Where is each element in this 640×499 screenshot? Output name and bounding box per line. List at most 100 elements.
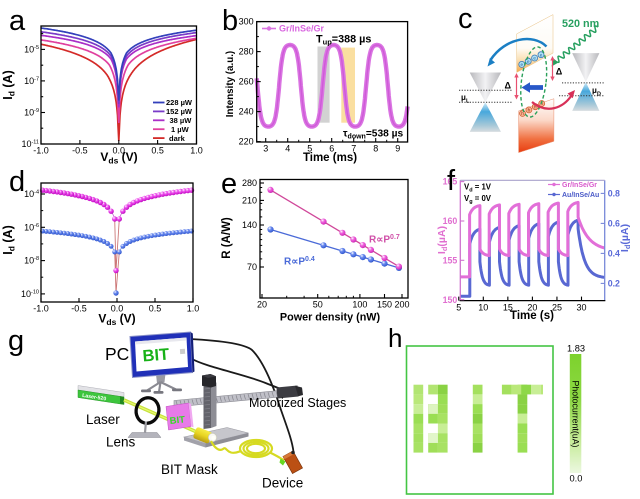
svg-text:d: d (9, 166, 25, 198)
svg-text:152 µW: 152 µW (166, 107, 193, 116)
svg-text:300: 300 (239, 17, 254, 27)
svg-text:BIT: BIT (142, 345, 170, 365)
svg-text:4: 4 (285, 144, 290, 154)
svg-text:520 nm: 520 nm (562, 18, 599, 30)
svg-text:155: 155 (443, 255, 458, 265)
svg-text:0.0: 0.0 (570, 474, 583, 484)
svg-text:70: 70 (247, 262, 257, 272)
svg-text:200: 200 (394, 300, 409, 310)
svg-text:100: 100 (352, 300, 367, 310)
svg-text:0.8: 0.8 (608, 189, 620, 199)
svg-text:165: 165 (443, 177, 458, 187)
svg-text:0.2: 0.2 (608, 279, 620, 289)
svg-text:140: 140 (242, 220, 257, 230)
svg-text:1.0: 1.0 (187, 304, 200, 314)
svg-text:1.83: 1.83 (567, 344, 585, 354)
svg-text:7: 7 (351, 144, 356, 154)
svg-text:h: h (534, 104, 537, 109)
svg-text:Laser-520: Laser-520 (82, 393, 107, 403)
svg-text:150: 150 (443, 295, 458, 305)
svg-text:0.0: 0.0 (113, 146, 126, 156)
svg-text:38 µW: 38 µW (170, 116, 193, 125)
svg-text:1 µW: 1 µW (171, 125, 190, 134)
svg-text:Δ: Δ (556, 67, 563, 77)
svg-text:μ: μ (461, 93, 466, 102)
svg-text:L: L (466, 99, 470, 105)
svg-text:0.5: 0.5 (149, 304, 162, 314)
svg-text:10-8: 10-8 (24, 256, 39, 266)
svg-text:a: a (9, 5, 26, 37)
svg-text:0.5: 0.5 (151, 146, 164, 156)
svg-text:Au/InSe/Au: Au/InSe/Au (562, 192, 599, 199)
svg-text:μ: μ (592, 86, 597, 95)
svg-text:260: 260 (239, 77, 254, 87)
svg-text:10: 10 (478, 303, 488, 313)
svg-text:BIT Mask: BIT Mask (161, 462, 218, 477)
svg-text:15: 15 (503, 303, 513, 313)
svg-text:Gr/InSe/Gr: Gr/InSe/Gr (562, 182, 597, 189)
svg-text:0.0: 0.0 (111, 304, 124, 314)
svg-text:3: 3 (263, 144, 268, 154)
svg-text:10-11: 10-11 (21, 139, 39, 149)
svg-text:g: g (8, 325, 24, 357)
svg-text:Laser: Laser (86, 412, 120, 427)
svg-text:e: e (527, 59, 530, 64)
svg-text:R∝P0.7: R∝P0.7 (369, 234, 400, 246)
svg-text:h: h (528, 108, 531, 113)
svg-text:Vds (V): Vds (V) (100, 150, 137, 166)
svg-text:-0.5: -0.5 (71, 304, 87, 314)
svg-text:6: 6 (329, 144, 334, 154)
svg-text:R∝P0.4: R∝P0.4 (284, 256, 315, 268)
svg-text:R (A/W): R (A/W) (221, 217, 233, 259)
svg-text:Time (s): Time (s) (510, 310, 554, 322)
svg-text:b: b (222, 5, 238, 37)
svg-text:0.4: 0.4 (608, 249, 620, 259)
svg-text:Vg = 0V: Vg = 0V (464, 194, 492, 205)
svg-text:5: 5 (307, 144, 312, 154)
svg-text:h: h (388, 323, 402, 353)
svg-text:Gr/InSe/Gr: Gr/InSe/Gr (279, 24, 325, 34)
svg-text:150: 150 (377, 300, 392, 310)
svg-text:Id(µA): Id(µA) (436, 226, 449, 254)
svg-text:1.0: 1.0 (190, 146, 203, 156)
svg-text:210: 210 (242, 195, 257, 205)
svg-text:8: 8 (373, 144, 378, 154)
svg-text:c: c (458, 3, 473, 35)
svg-text:160: 160 (443, 216, 458, 226)
svg-text:228 µW: 228 µW (166, 98, 193, 107)
svg-text:5: 5 (456, 303, 461, 313)
svg-text:dark: dark (169, 134, 186, 143)
svg-text:Lens: Lens (106, 435, 136, 450)
svg-text:Intensity (a.u.): Intensity (a.u.) (225, 51, 236, 117)
svg-text:9: 9 (395, 144, 400, 154)
svg-text:PC: PC (105, 344, 129, 364)
svg-text:Id(µA): Id(µA) (619, 224, 632, 252)
svg-text:e: e (533, 56, 536, 61)
svg-text:Tup=388 µs: Tup=388 µs (316, 34, 371, 47)
svg-text:-0.5: -0.5 (72, 146, 88, 156)
svg-text:10-10: 10-10 (21, 289, 39, 299)
svg-text:0.6: 0.6 (608, 219, 620, 229)
svg-text:220: 220 (239, 137, 254, 147)
svg-text:D: D (597, 92, 601, 98)
svg-text:240: 240 (239, 107, 254, 117)
svg-text:Motorized Stages: Motorized Stages (249, 396, 346, 410)
svg-text:Δ: Δ (505, 81, 512, 91)
svg-text:280: 280 (239, 47, 254, 57)
svg-text:Power density (nW): Power density (nW) (280, 312, 381, 324)
svg-text:10-6: 10-6 (24, 222, 39, 232)
svg-text:Device: Device (262, 476, 303, 491)
svg-text:-1.0: -1.0 (33, 304, 49, 314)
svg-text:280: 280 (242, 178, 257, 188)
svg-text:e: e (521, 62, 524, 67)
svg-text:Time (ms): Time (ms) (303, 152, 357, 164)
svg-text:Vds (V): Vds (V) (98, 312, 135, 328)
svg-text:Photocurrent(uA): Photocurrent(uA) (571, 381, 581, 448)
svg-text:h: h (540, 101, 543, 106)
svg-text:e: e (540, 52, 543, 57)
svg-text:25: 25 (552, 303, 562, 313)
svg-text:30: 30 (576, 303, 586, 313)
svg-text:BIT: BIT (169, 414, 186, 427)
svg-text:20: 20 (257, 300, 267, 310)
svg-text:10-4: 10-4 (24, 189, 39, 199)
